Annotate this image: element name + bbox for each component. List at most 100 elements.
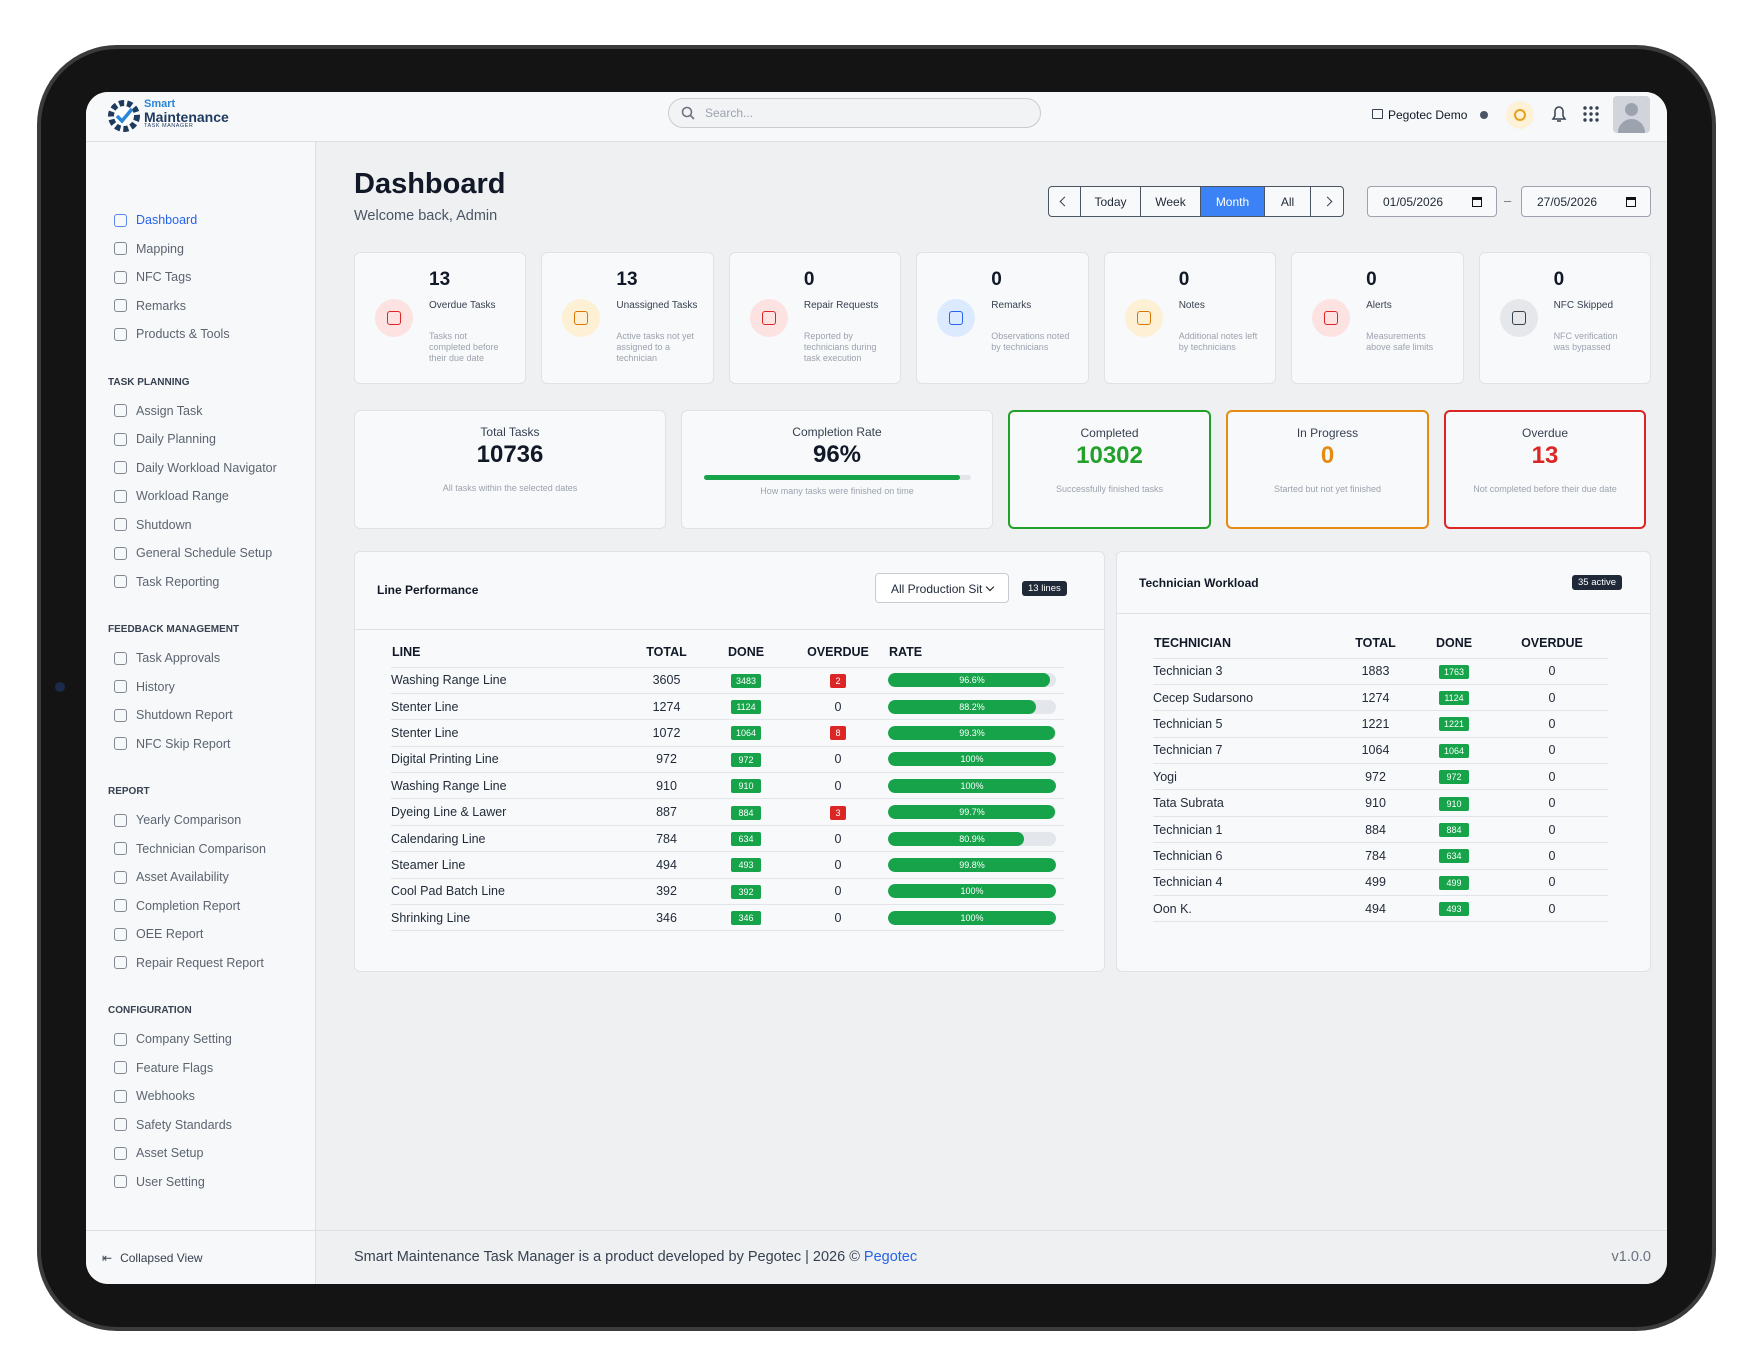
nav-item[interactable]: Yearly Comparison bbox=[86, 806, 315, 835]
start-date-text: 01/05/2026 bbox=[1383, 195, 1444, 209]
company-name[interactable]: Pegotec Demo bbox=[1388, 108, 1468, 122]
stat-card[interactable]: 13 Unassigned Tasks Active tasks not yet a… bbox=[541, 252, 714, 384]
footer-link[interactable]: Pegotec bbox=[863, 1249, 918, 1265]
nav-item[interactable]: Task Approvals bbox=[86, 644, 315, 673]
name: Technician 1 bbox=[1153, 822, 1223, 837]
nav-item[interactable]: Assign Task bbox=[86, 397, 315, 426]
number: 972 bbox=[1365, 769, 1386, 784]
nav-item[interactable]: Workload Range bbox=[86, 482, 315, 511]
nav-item[interactable]: History bbox=[86, 673, 315, 702]
site-filter[interactable]: All Production Sit bbox=[875, 573, 1009, 603]
stat-card[interactable]: 0 NFC Skipped NFC verification was bypasse… bbox=[1478, 252, 1651, 384]
next-button[interactable] bbox=[1049, 187, 1081, 216]
nav-item[interactable]: Mapping bbox=[86, 235, 315, 264]
range-button[interactable]: All bbox=[1265, 187, 1311, 216]
rate-track: 96.6% bbox=[888, 673, 1056, 688]
cell: 3605 bbox=[629, 667, 704, 694]
done-badge: 1064 bbox=[1438, 743, 1470, 758]
search-box[interactable]: Search... bbox=[668, 98, 1041, 128]
nav-item[interactable]: Task Reporting bbox=[86, 568, 315, 597]
cell: Cecep Sudarsono bbox=[1153, 684, 1339, 712]
nav-item[interactable]: Shutdown Report bbox=[86, 701, 315, 730]
collapse-toggle[interactable]: ⇤ Collapsed View bbox=[86, 1230, 315, 1284]
nav-label: Products & Tools bbox=[136, 327, 230, 342]
table-row: Digital Printing Line 972 972 0 100% bbox=[391, 746, 1064, 774]
camera bbox=[55, 682, 65, 692]
nav-item[interactable]: Webhooks bbox=[86, 1082, 315, 1111]
nav-item[interactable]: Daily Workload Navigator bbox=[86, 454, 315, 483]
nav-item[interactable]: General Schedule Setup bbox=[86, 539, 315, 568]
notifications[interactable] bbox=[1550, 104, 1568, 124]
number: 0 bbox=[834, 857, 842, 872]
number: 1072 bbox=[652, 725, 681, 740]
next-button[interactable] bbox=[1311, 187, 1343, 216]
nav-label: Webhooks bbox=[136, 1089, 195, 1104]
cell: 0 bbox=[788, 825, 888, 853]
stat-card[interactable]: 0 Notes Additional notes left by technicia… bbox=[1103, 252, 1277, 384]
cell: 346 bbox=[629, 904, 704, 932]
nav-icon bbox=[114, 432, 127, 446]
nav-item[interactable]: Products & Tools bbox=[86, 320, 315, 349]
number: 972 bbox=[656, 752, 677, 767]
nav-item[interactable]: Asset Setup bbox=[86, 1139, 315, 1168]
nav-item[interactable]: Remarks bbox=[86, 292, 315, 321]
start-date[interactable]: 01/05/2026 bbox=[1367, 186, 1497, 217]
stat-card[interactable]: 0 Alerts Measurements above safe limits bbox=[1291, 252, 1464, 384]
nav-label: History bbox=[136, 679, 175, 694]
nav-item[interactable]: OEE Report bbox=[86, 920, 315, 949]
cell: 100% bbox=[888, 746, 1064, 774]
cell: Cool Pad Batch Line bbox=[391, 878, 629, 906]
name: Steamer Line bbox=[391, 857, 466, 872]
nav-item[interactable]: Technician Comparison bbox=[86, 835, 315, 864]
cell: 1763 bbox=[1412, 658, 1496, 685]
cell: 0 bbox=[788, 772, 888, 800]
cell: 499 bbox=[1339, 869, 1412, 897]
cell: Digital Printing Line bbox=[391, 746, 629, 774]
number: 0 bbox=[834, 699, 842, 714]
nav-item[interactable]: User Setting bbox=[86, 1168, 315, 1197]
cell: 99.3% bbox=[888, 719, 1064, 747]
nav-item[interactable]: Safety Standards bbox=[86, 1111, 315, 1140]
range-button[interactable]: Today bbox=[1081, 187, 1141, 216]
nav-item[interactable]: NFC Skip Report bbox=[86, 730, 315, 759]
stat-card[interactable]: 0 Repair Requests Reported by technicians … bbox=[728, 252, 902, 384]
stat-card[interactable]: 0 Remarks Observations noted by technician… bbox=[916, 252, 1089, 384]
nav-item[interactable]: NFC Tags bbox=[86, 263, 315, 292]
nav-icon bbox=[114, 546, 127, 560]
number: 499 bbox=[1365, 875, 1386, 890]
cell: 0 bbox=[788, 693, 888, 721]
stat-description: Observations noted by technicians bbox=[991, 331, 1070, 352]
table-row: Washing Range Line 910 910 0 100% bbox=[391, 772, 1064, 800]
nav-item[interactable]: Repair Request Report bbox=[86, 949, 315, 978]
theme-toggle[interactable] bbox=[1506, 101, 1534, 129]
nav-label: Daily Workload Navigator bbox=[136, 460, 277, 475]
data-table: LINE TOTAL DONE OVERDUE RATE Washing Range Li… bbox=[391, 637, 1064, 932]
summary-note: All tasks within the selected dates bbox=[442, 483, 578, 493]
cell: 493 bbox=[704, 851, 788, 879]
status-dot bbox=[1480, 111, 1488, 119]
cell: Yogi bbox=[1153, 763, 1339, 791]
nav-item[interactable]: Completion Report bbox=[86, 892, 315, 921]
apps-menu[interactable] bbox=[1583, 106, 1599, 122]
cell: Shrinking Line bbox=[391, 904, 629, 932]
end-date[interactable]: 27/05/2026 bbox=[1521, 186, 1651, 217]
nav-item[interactable]: Feature Flags bbox=[86, 1054, 315, 1083]
nav-item[interactable]: Company Setting bbox=[86, 1025, 315, 1054]
rate-fill bbox=[888, 884, 1056, 899]
stat-card[interactable]: 13 Overdue Tasks Tasks not completed befor… bbox=[354, 252, 527, 384]
nav-item[interactable]: Asset Availability bbox=[86, 863, 315, 892]
avatar[interactable] bbox=[1613, 96, 1650, 133]
header: Smart Maintenance TASK MANAGER Search...… bbox=[86, 92, 1667, 142]
nav-item[interactable]: Dashboard bbox=[86, 206, 315, 235]
cell: 0 bbox=[1496, 737, 1608, 765]
range-button[interactable]: Week bbox=[1141, 187, 1201, 216]
cell: Technician 7 bbox=[1153, 737, 1339, 765]
range-button[interactable]: Month bbox=[1201, 187, 1265, 216]
stat-value: 0 bbox=[1178, 269, 1190, 290]
cell: 1064 bbox=[1412, 737, 1496, 765]
rate-fill bbox=[888, 857, 1056, 872]
nav-item[interactable]: Shutdown bbox=[86, 511, 315, 540]
nav-label: Workload Range bbox=[136, 489, 229, 504]
nav-item[interactable]: Daily Planning bbox=[86, 425, 315, 454]
stat-description: Active tasks not yet assigned to a techn… bbox=[616, 331, 694, 363]
